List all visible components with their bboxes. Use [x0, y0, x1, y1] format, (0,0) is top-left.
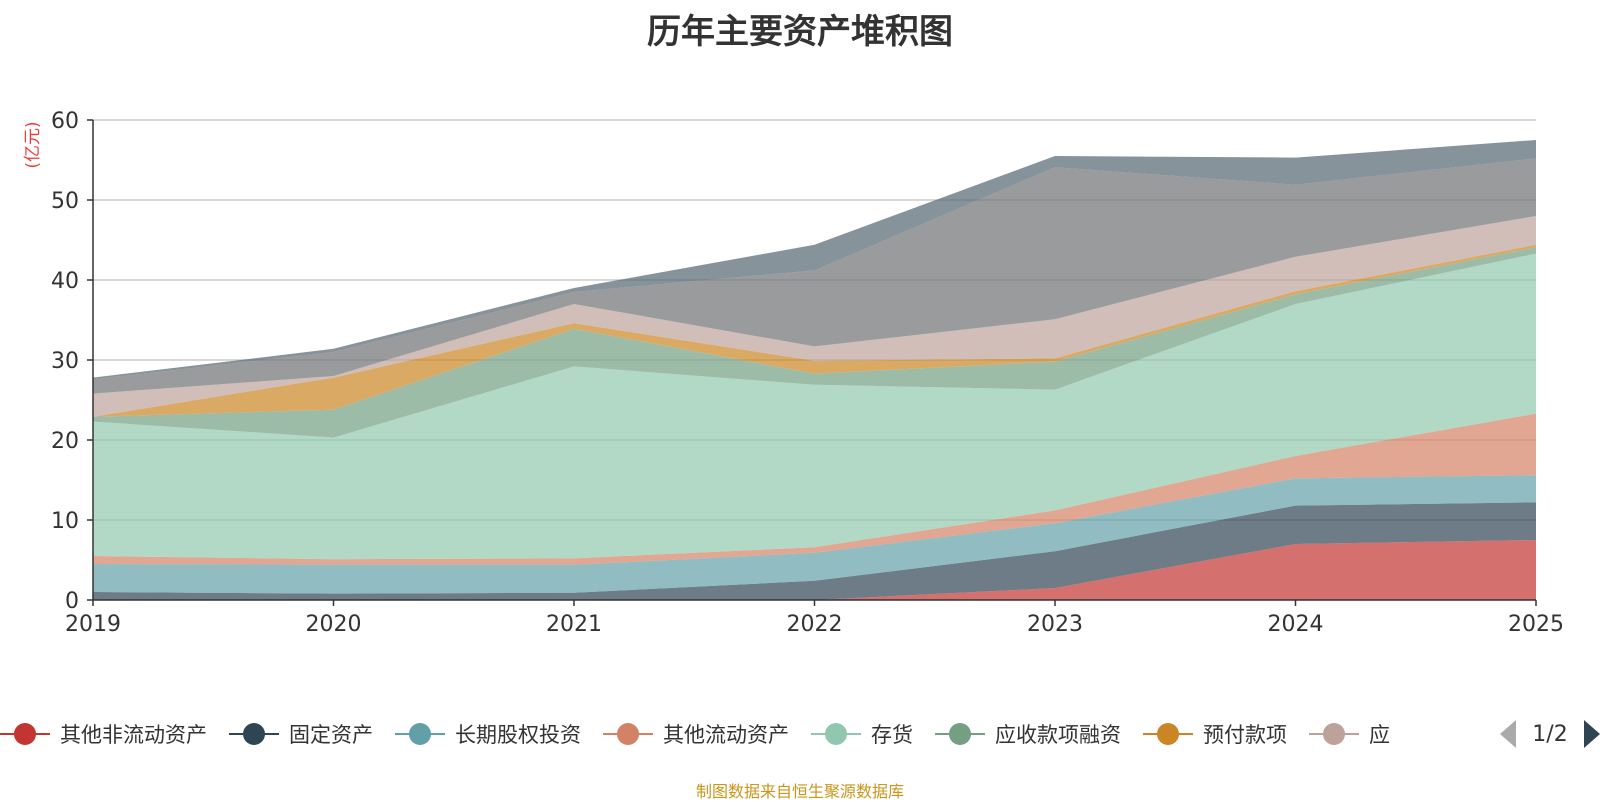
x-tick-label-2023: 2023	[1027, 612, 1083, 637]
x-tick-label-2022: 2022	[787, 612, 843, 637]
legend-item-5[interactable]: 存货	[811, 723, 913, 747]
legend-label: 长期股权投资	[455, 723, 581, 747]
y-tick-label-60: 60	[51, 109, 79, 134]
data-source-note: 制图数据来自恒生聚源数据库	[695, 782, 904, 801]
legend-item-2[interactable]: 固定资产	[229, 723, 373, 747]
legend-prev-page-icon[interactable]	[1500, 720, 1516, 748]
y-tick-label-40: 40	[51, 269, 79, 294]
y-tick-label-30: 30	[51, 349, 79, 374]
legend-marker-dot	[949, 723, 971, 745]
area-series-1	[93, 540, 1536, 600]
legend-item-6[interactable]: 应收款项融资	[935, 723, 1121, 747]
legend-marker-dot	[243, 723, 265, 745]
area-series-2	[93, 502, 1536, 600]
x-tick-label-2021: 2021	[546, 612, 602, 637]
chart-title: 历年主要资产堆积图	[647, 12, 953, 52]
axis-layer: 0 10 20 30 40 50 60 2019 2020 2021 2022 2023 2024 202…	[51, 109, 1564, 637]
legend-marker-dot	[825, 723, 847, 745]
legend-marker-dot	[617, 723, 639, 745]
area-layer	[93, 140, 1536, 600]
legend-label: 其他流动资产	[663, 723, 789, 747]
legend-item-3[interactable]: 长期股权投资	[395, 723, 581, 747]
area-series-3	[93, 475, 1536, 594]
area-series-10	[93, 140, 1536, 380]
legend-label: 固定资产	[289, 723, 373, 747]
x-tick-label-2025: 2025	[1508, 612, 1564, 637]
legend: 其他非流动资产 固定资产 长期股权投资 其他流动资产 存货 应收款项融资 预付款项 应	[0, 723, 1390, 747]
area-series-6	[93, 247, 1536, 438]
legend-page-indicator: 1/2	[1532, 722, 1567, 747]
legend-next-page-icon[interactable]	[1584, 720, 1600, 748]
y-tick-label-10: 10	[51, 509, 79, 534]
legend-item-1[interactable]: 其他非流动资产	[0, 723, 207, 747]
legend-label: 其他非流动资产	[60, 723, 207, 747]
y-tick-label-20: 20	[51, 429, 79, 454]
legend-item-8[interactable]: 应	[1309, 723, 1390, 747]
legend-marker-dot	[14, 723, 36, 745]
legend-pager: 1/2	[1500, 720, 1600, 748]
legend-item-7[interactable]: 预付款项	[1143, 723, 1287, 747]
x-tick-label-2020: 2020	[306, 612, 362, 637]
area-series-7	[93, 244, 1536, 417]
y-tick-label-50: 50	[51, 189, 79, 214]
x-tick-label-2024: 2024	[1268, 612, 1324, 637]
legend-marker-dot	[409, 723, 431, 745]
y-axis-unit-label: (亿元)	[23, 121, 43, 168]
legend-label: 应	[1369, 723, 1390, 747]
area-series-5	[93, 253, 1536, 560]
legend-marker-dot	[1323, 723, 1345, 745]
legend-item-4[interactable]: 其他流动资产	[603, 723, 789, 747]
legend-label: 应收款项融资	[995, 723, 1121, 747]
legend-label: 存货	[871, 723, 913, 747]
x-tick-label-2019: 2019	[65, 612, 121, 637]
area-series-9	[93, 158, 1536, 394]
legend-marker-dot	[1157, 723, 1179, 745]
legend-label: 预付款项	[1203, 723, 1287, 747]
y-tick-label-0: 0	[65, 589, 79, 614]
